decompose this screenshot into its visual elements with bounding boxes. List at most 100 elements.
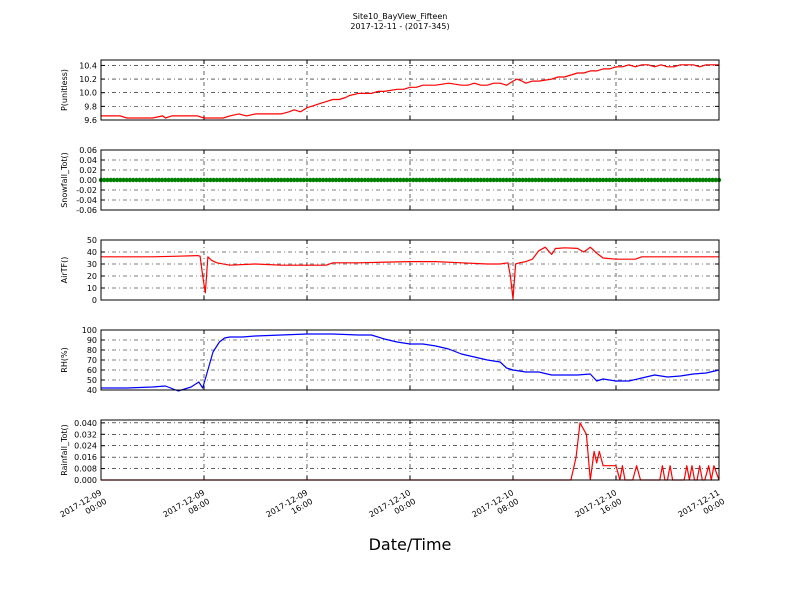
series-marker [571, 177, 577, 183]
series-marker [668, 177, 673, 183]
y-tick-label: -0.04 [76, 196, 97, 205]
y-tick-label: 90 [87, 336, 97, 345]
series-marker [533, 177, 538, 183]
series-marker [404, 177, 409, 183]
series-marker [195, 177, 200, 183]
series-line [101, 64, 719, 119]
series-marker [578, 177, 583, 183]
panel-3: 0 10 20 30 40 50 AirTF() [60, 236, 720, 305]
series-marker [700, 177, 706, 183]
series-marker [201, 177, 207, 183]
y-tick-label: 9.6 [84, 116, 97, 125]
series-marker [536, 177, 541, 183]
series-marker [208, 177, 213, 183]
series-marker [687, 177, 693, 183]
series-marker [137, 177, 142, 183]
series-marker [259, 177, 265, 183]
series-marker [684, 177, 690, 183]
series-marker [523, 177, 529, 183]
series-marker [324, 177, 329, 183]
series-marker [375, 177, 381, 183]
series-marker [542, 177, 548, 183]
y-tick-label: 70 [87, 356, 97, 365]
series-marker [198, 177, 203, 183]
series-marker [649, 177, 654, 183]
series-marker [233, 177, 239, 183]
series-marker [430, 177, 435, 183]
series-marker [488, 177, 493, 183]
series-marker [182, 177, 187, 183]
series-marker [678, 177, 683, 183]
series-marker [636, 177, 641, 183]
series-marker [253, 177, 258, 183]
series-marker [275, 177, 281, 183]
series-marker [369, 177, 374, 183]
series-marker [311, 177, 316, 183]
series-marker [456, 177, 461, 183]
series-marker [501, 177, 506, 183]
series-marker [494, 177, 500, 183]
series-marker [320, 177, 326, 183]
series-marker [414, 177, 419, 183]
series-marker [398, 177, 403, 183]
series-marker [481, 177, 487, 183]
series-marker [575, 177, 580, 183]
series-marker [681, 177, 686, 183]
series-marker [703, 177, 709, 183]
series-marker [713, 177, 718, 183]
series-marker [330, 177, 335, 183]
series-marker [111, 177, 117, 183]
series-marker [336, 177, 342, 183]
y-tick-label: -0.02 [76, 186, 97, 195]
series-marker [346, 177, 352, 183]
series-marker [423, 177, 429, 183]
series-marker [626, 177, 632, 183]
series-marker [301, 177, 306, 183]
series-marker [443, 177, 448, 183]
series-marker [217, 177, 223, 183]
panel-2: -0.06-0.04-0.020.000.020.040.06 Snowfall_… [60, 146, 722, 215]
series-marker [617, 177, 622, 183]
series-marker [674, 177, 680, 183]
series-marker [526, 177, 532, 183]
series-marker [179, 177, 184, 183]
series-marker [449, 177, 455, 183]
series-marker [420, 177, 426, 183]
series-marker [134, 177, 139, 183]
series-marker [108, 177, 113, 183]
series-marker [411, 177, 416, 183]
y-tick-label: 0.06 [79, 146, 97, 155]
series-marker [124, 177, 129, 183]
chart-title-line1: Site10_BayView_Fifteen [353, 12, 448, 21]
series-marker [694, 177, 699, 183]
y-tick-label: 10.0 [79, 89, 97, 98]
series-marker [539, 177, 545, 183]
series-marker [227, 177, 232, 183]
series-marker [362, 177, 368, 183]
series-marker [491, 177, 496, 183]
y-tick-label: 0.032 [74, 430, 97, 439]
series-marker [662, 177, 667, 183]
series-marker [140, 177, 146, 183]
y-tick-label: 20 [87, 272, 97, 281]
x-axis-title: Date/Time [369, 535, 452, 554]
y-tick-label: 100 [82, 326, 97, 335]
series-marker [353, 177, 358, 183]
y-tick-label: 10 [87, 284, 97, 293]
series-marker [555, 177, 561, 183]
series-marker [185, 177, 191, 183]
series-marker [600, 177, 606, 183]
series-marker [349, 177, 355, 183]
series-marker [288, 177, 294, 183]
series-marker [192, 177, 197, 183]
panels: 9.6 9.8 10.0 10.2 10.4 P(unitless) -0.06-0.04-… [58, 59, 726, 519]
series-marker [504, 177, 509, 183]
y-tick-label: 0.00 [79, 176, 97, 185]
y-axis-label: AirTF() [60, 257, 69, 284]
